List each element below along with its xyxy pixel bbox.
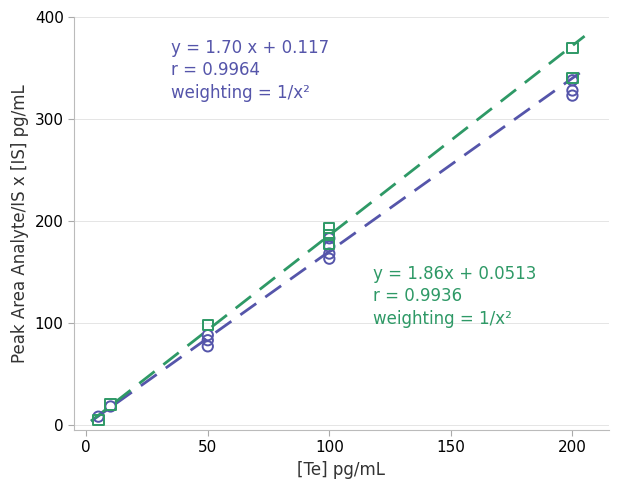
Point xyxy=(324,224,334,232)
Point xyxy=(324,255,334,263)
Point xyxy=(203,331,213,339)
Text: y = 1.86x + 0.0513: y = 1.86x + 0.0513 xyxy=(373,265,536,283)
Text: y = 1.70 x + 0.117: y = 1.70 x + 0.117 xyxy=(171,39,329,57)
Point xyxy=(324,250,334,258)
Point xyxy=(94,413,104,420)
Text: r = 0.9964: r = 0.9964 xyxy=(171,61,260,79)
Point xyxy=(203,336,213,344)
Point xyxy=(203,321,213,329)
Point xyxy=(324,231,334,239)
Text: weighting = 1/x²: weighting = 1/x² xyxy=(171,83,310,101)
Point xyxy=(567,92,577,99)
X-axis label: [Te] pg/mL: [Te] pg/mL xyxy=(298,461,386,479)
Point xyxy=(567,87,577,95)
Point xyxy=(567,74,577,82)
Point xyxy=(324,234,334,242)
Y-axis label: Peak Area Analyte/IS x [IS] pg/mL: Peak Area Analyte/IS x [IS] pg/mL xyxy=(11,84,29,363)
Point xyxy=(567,76,577,84)
Text: r = 0.9936: r = 0.9936 xyxy=(373,288,463,305)
Point xyxy=(324,243,334,250)
Point xyxy=(94,416,104,424)
Point xyxy=(105,400,115,408)
Point xyxy=(567,44,577,51)
Point xyxy=(105,403,115,411)
Point xyxy=(203,343,213,350)
Text: weighting = 1/x²: weighting = 1/x² xyxy=(373,310,512,328)
Point xyxy=(324,240,334,247)
